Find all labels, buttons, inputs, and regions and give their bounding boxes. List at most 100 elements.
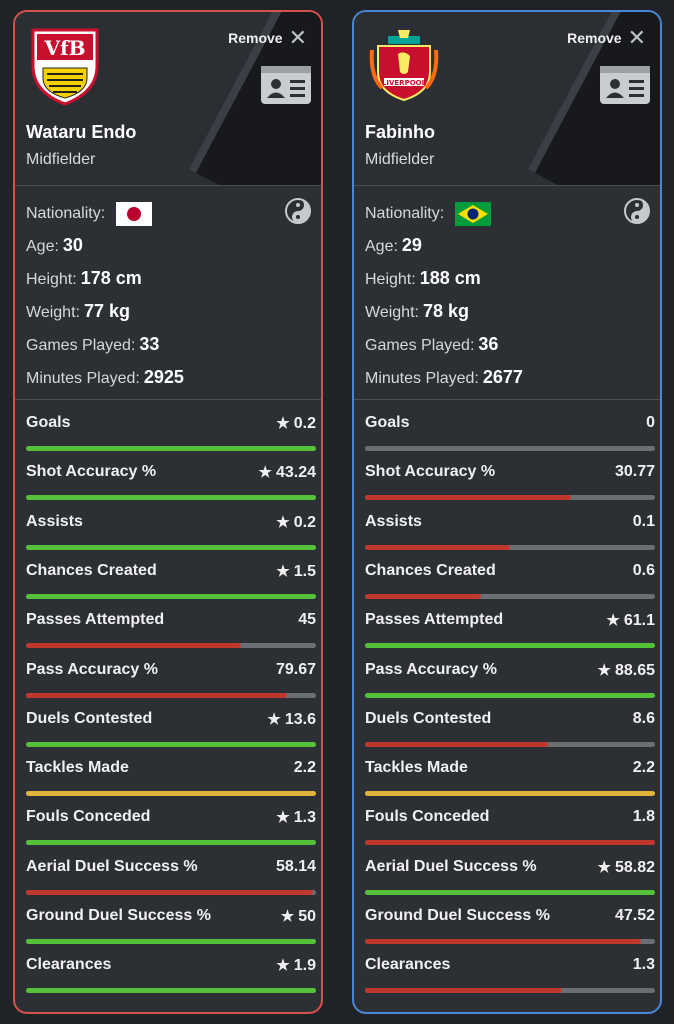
player-name: Fabinho	[365, 122, 435, 142]
minutes-label: Minutes Played:	[26, 370, 140, 387]
stat-bar-fill	[365, 692, 655, 698]
age-row: Age: 30	[26, 235, 83, 256]
stat-bar	[26, 791, 316, 797]
stat-bar	[26, 593, 316, 599]
stat-value: 8.6	[632, 709, 655, 727]
stat-value: 1.5	[293, 562, 316, 580]
stat-row: Goals ★ 0.2	[26, 410, 316, 451]
stat-value: 61.1	[623, 612, 655, 630]
card-header: VfB Remove ✕ Wataru Endo Midfielder	[15, 12, 321, 185]
stat-row: Clearances 1.3	[365, 952, 655, 994]
stat-bar	[365, 741, 655, 747]
stat-value-wrap: 47.52	[615, 907, 655, 925]
stat-value: 58.14	[275, 857, 316, 875]
id-card-icon[interactable]	[600, 66, 650, 104]
weight-label: Weight:	[26, 304, 80, 321]
stat-bar-fill	[365, 643, 655, 649]
nationality-label: Nationality:	[365, 205, 445, 223]
minutes-value: 2677	[482, 367, 523, 387]
stat-value: 0	[646, 414, 655, 431]
stat-value-wrap: 2.2	[294, 759, 316, 777]
nationality-row: Nationality:	[26, 202, 152, 226]
stat-row: Tackles Made 2.2	[26, 755, 316, 797]
japan-flag-icon	[115, 202, 152, 226]
stat-row: Fouls Conceded 1.8	[365, 804, 655, 846]
minutes-value: 2925	[143, 367, 184, 387]
star-icon: ★	[276, 809, 290, 827]
stat-bar-fill	[26, 495, 316, 501]
stat-value-wrap: 0.1	[633, 513, 655, 531]
stat-bar-fill	[365, 840, 655, 846]
stat-label: Fouls Conceded	[26, 808, 151, 826]
stat-value: 88.65	[614, 661, 655, 679]
stat-value: 0.2	[293, 513, 316, 531]
yin-yang-icon[interactable]	[285, 198, 311, 224]
stat-bar-fill	[26, 692, 287, 698]
remove-button[interactable]: Remove ✕	[228, 27, 307, 49]
stat-value-wrap: 30.77	[615, 463, 655, 481]
star-icon: ★	[258, 464, 272, 482]
height-label: Height:	[26, 271, 77, 288]
club-crest-icon: LIVERPOOL	[369, 30, 439, 102]
stat-bar	[365, 692, 655, 698]
stat-bar-fill	[365, 544, 510, 550]
stat-value: 79.67	[275, 660, 316, 678]
stat-bar	[365, 889, 655, 895]
stat-bar	[26, 889, 316, 895]
age-value: 30	[62, 235, 83, 255]
stat-label: Aerial Duel Success %	[365, 857, 537, 875]
stat-bar	[365, 840, 655, 846]
stat-value: 43.24	[275, 464, 316, 482]
stat-bar-fill	[365, 889, 655, 895]
stat-bar-fill	[26, 544, 316, 550]
stat-value: 1.3	[632, 956, 655, 974]
height-row: Height: 178 cm	[26, 268, 142, 289]
stat-value-wrap: ★ 50	[281, 907, 316, 926]
yin-yang-icon[interactable]	[624, 198, 650, 224]
stat-bar-fill	[365, 988, 563, 994]
height-value: 188 cm	[419, 268, 481, 288]
star-icon: ★	[276, 562, 290, 580]
stat-row: Pass Accuracy % ★ 88.65	[365, 657, 656, 698]
stat-label: Goals	[26, 414, 71, 431]
stat-value-wrap: 58.14	[276, 858, 316, 876]
stat-value-wrap: ★ 0.2	[276, 513, 316, 532]
games-row: Games Played: 36	[365, 334, 498, 355]
stat-value-wrap: ★ 0.2	[276, 414, 316, 433]
stat-row: Goals 0	[365, 410, 655, 451]
games-label: Games Played:	[26, 337, 136, 354]
star-icon: ★	[606, 612, 620, 630]
stat-label: Duels Contested	[365, 709, 492, 727]
stat-value-wrap: ★ 88.65	[598, 661, 656, 680]
games-label: Games Played:	[365, 337, 475, 354]
weight-row: Weight: 77 kg	[26, 301, 130, 322]
stat-label: Assists	[365, 512, 422, 530]
remove-button[interactable]: Remove ✕	[567, 27, 646, 49]
stat-value: 45	[298, 611, 316, 629]
games-value: 36	[478, 334, 499, 354]
stat-bar	[365, 643, 655, 649]
stat-row: Passes Attempted ★ 61.1	[365, 607, 655, 649]
star-icon: ★	[276, 415, 290, 432]
stat-label: Passes Attempted	[26, 611, 165, 629]
stat-value: 1.3	[293, 809, 316, 827]
stat-bar-fill	[365, 593, 481, 599]
stat-row: Tackles Made 2.2	[365, 755, 655, 797]
stat-value: 50	[298, 908, 316, 925]
weight-value: 78 kg	[422, 301, 469, 321]
stat-value: 0.1	[632, 512, 655, 530]
stat-label: Fouls Conceded	[365, 808, 490, 826]
height-value: 178 cm	[80, 268, 142, 288]
nationality-row: Nationality:	[365, 202, 491, 226]
stat-bar-fill	[365, 939, 641, 944]
stat-value: 2.2	[293, 759, 316, 777]
id-card-icon[interactable]	[261, 66, 311, 104]
stat-label: Tackles Made	[365, 759, 468, 777]
stat-bar	[365, 593, 655, 599]
svg-text:LIVERPOOL: LIVERPOOL	[382, 79, 427, 87]
stat-row: Duels Contested 8.6	[365, 706, 655, 747]
games-value: 33	[139, 334, 160, 354]
age-label: Age:	[26, 238, 59, 255]
games-row: Games Played: 33	[26, 334, 159, 355]
stat-bar-fill	[26, 741, 316, 747]
